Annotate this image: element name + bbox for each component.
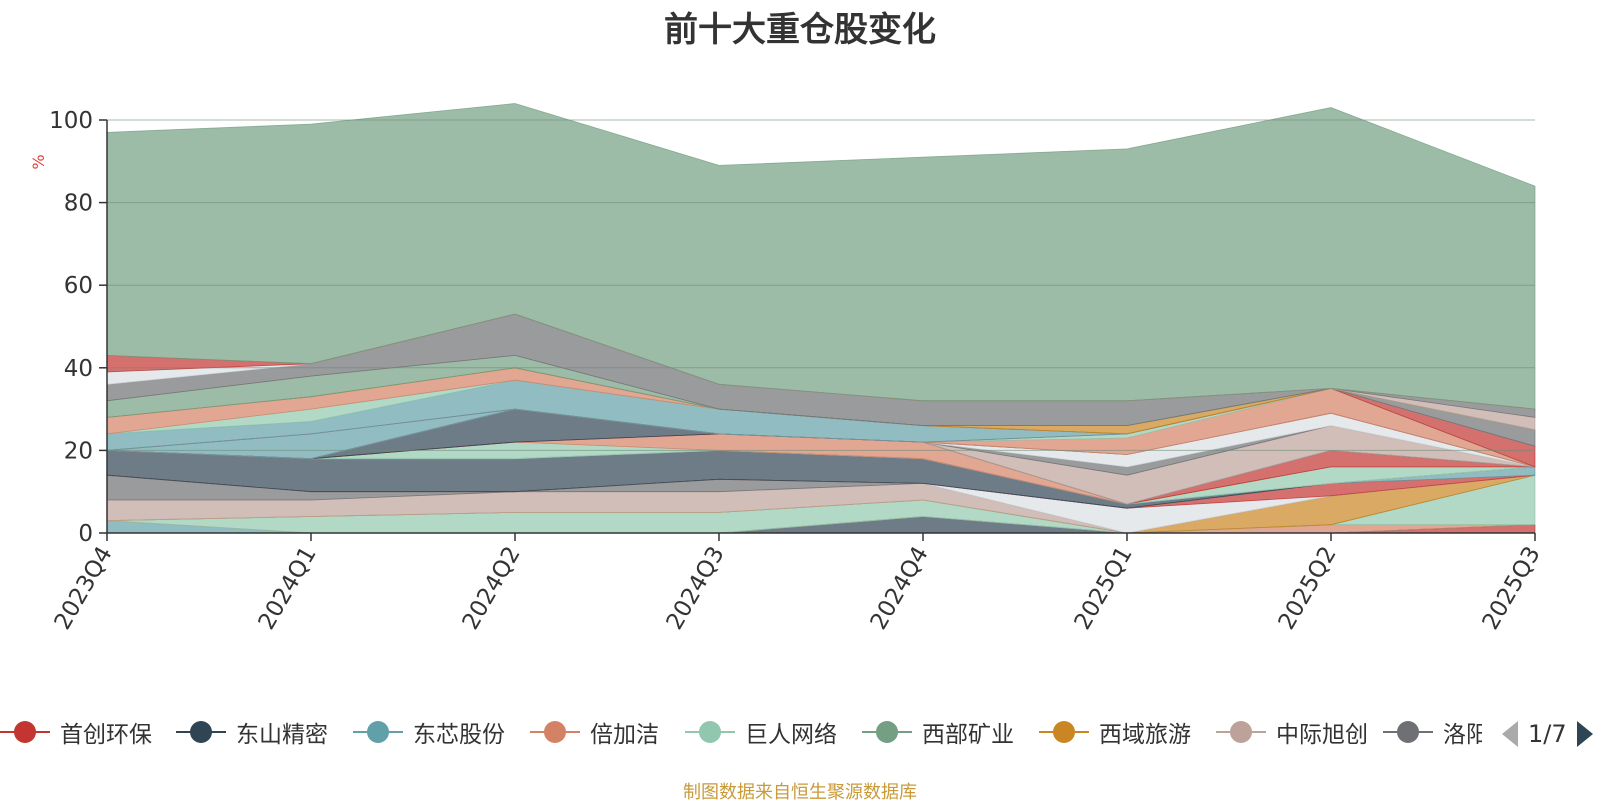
- legend-label: 西部矿业: [922, 722, 1014, 748]
- legend-label: 西域旅游: [1099, 722, 1191, 748]
- x-tick-label: 2024Q1: [254, 542, 322, 634]
- y-tick-label: 80: [64, 191, 93, 217]
- legend: 首创环保 东山精密 东芯股份 倍加洁 巨人网络 西部矿业 西域旅游 中际旭创: [0, 712, 1600, 752]
- legend-marker-icon: [862, 721, 912, 743]
- y-axis-label: %: [29, 154, 48, 169]
- x-tick-label: 2025Q3: [1478, 542, 1546, 634]
- legend-marker-icon: [530, 721, 580, 743]
- grid-lines: [107, 119, 1535, 451]
- x-tick-label: 2024Q3: [662, 542, 730, 634]
- legend-label: 中际旭创: [1276, 722, 1368, 748]
- legend-item-1[interactable]: 首创环保: [0, 712, 152, 752]
- x-tick-label: 2023Q4: [50, 542, 118, 634]
- legend-item-6[interactable]: 西部矿业: [862, 712, 1014, 752]
- legend-label: 首创环保: [60, 722, 152, 748]
- triangle-right-icon[interactable]: [1575, 719, 1595, 749]
- y-tick-label: 20: [64, 438, 93, 464]
- legend-marker-icon: [1216, 721, 1266, 743]
- legend-label: 巨人网络: [745, 722, 837, 748]
- y-tick-label: 0: [78, 521, 93, 547]
- legend-item-7[interactable]: 西域旅游: [1039, 712, 1191, 752]
- x-tick-label: 2025Q2: [1274, 542, 1342, 634]
- x-tick-label: 2025Q1: [1070, 542, 1138, 634]
- page-indicator: 1/7: [1528, 720, 1567, 748]
- legend-item-5[interactable]: 巨人网络: [685, 712, 837, 752]
- legend-item-2[interactable]: 东山精密: [176, 712, 328, 752]
- source-note: 制图数据来自恒生聚源数据库: [683, 782, 917, 803]
- legend-item-9[interactable]: 洛阳钼业: [1383, 712, 1482, 752]
- triangle-left-icon[interactable]: [1500, 719, 1520, 749]
- legend-items: 首创环保 东山精密 东芯股份 倍加洁 巨人网络 西部矿业 西域旅游 中际旭创: [0, 712, 1482, 752]
- legend-label: 洛阳钼业: [1443, 722, 1482, 748]
- legend-marker-icon: [353, 721, 403, 743]
- legend-label: 东芯股份: [413, 722, 505, 748]
- legend-pager: 1/7: [1500, 716, 1595, 752]
- legend-item-8[interactable]: 中际旭创: [1216, 712, 1368, 752]
- chart-title: 前十大重仓股变化: [664, 10, 936, 50]
- legend-marker-icon: [1383, 721, 1433, 743]
- legend-marker-icon: [1039, 721, 1089, 743]
- plot-area: [106, 103, 1536, 534]
- y-tick-label: 60: [64, 273, 93, 299]
- y-tick-label: 40: [64, 356, 93, 382]
- legend-marker-icon: [176, 721, 226, 743]
- legend-marker-icon: [685, 721, 735, 743]
- legend-label: 东山精密: [236, 722, 328, 748]
- legend-item-3[interactable]: 东芯股份: [353, 712, 505, 752]
- x-tick-label: 2024Q4: [866, 542, 934, 634]
- area-series-39: [106, 103, 1536, 410]
- legend-marker-icon: [0, 721, 50, 743]
- legend-label: 倍加洁: [590, 722, 659, 748]
- y-tick-label: 100: [49, 108, 93, 134]
- legend-item-4[interactable]: 倍加洁: [530, 712, 659, 752]
- x-tick-label: 2024Q2: [458, 542, 526, 634]
